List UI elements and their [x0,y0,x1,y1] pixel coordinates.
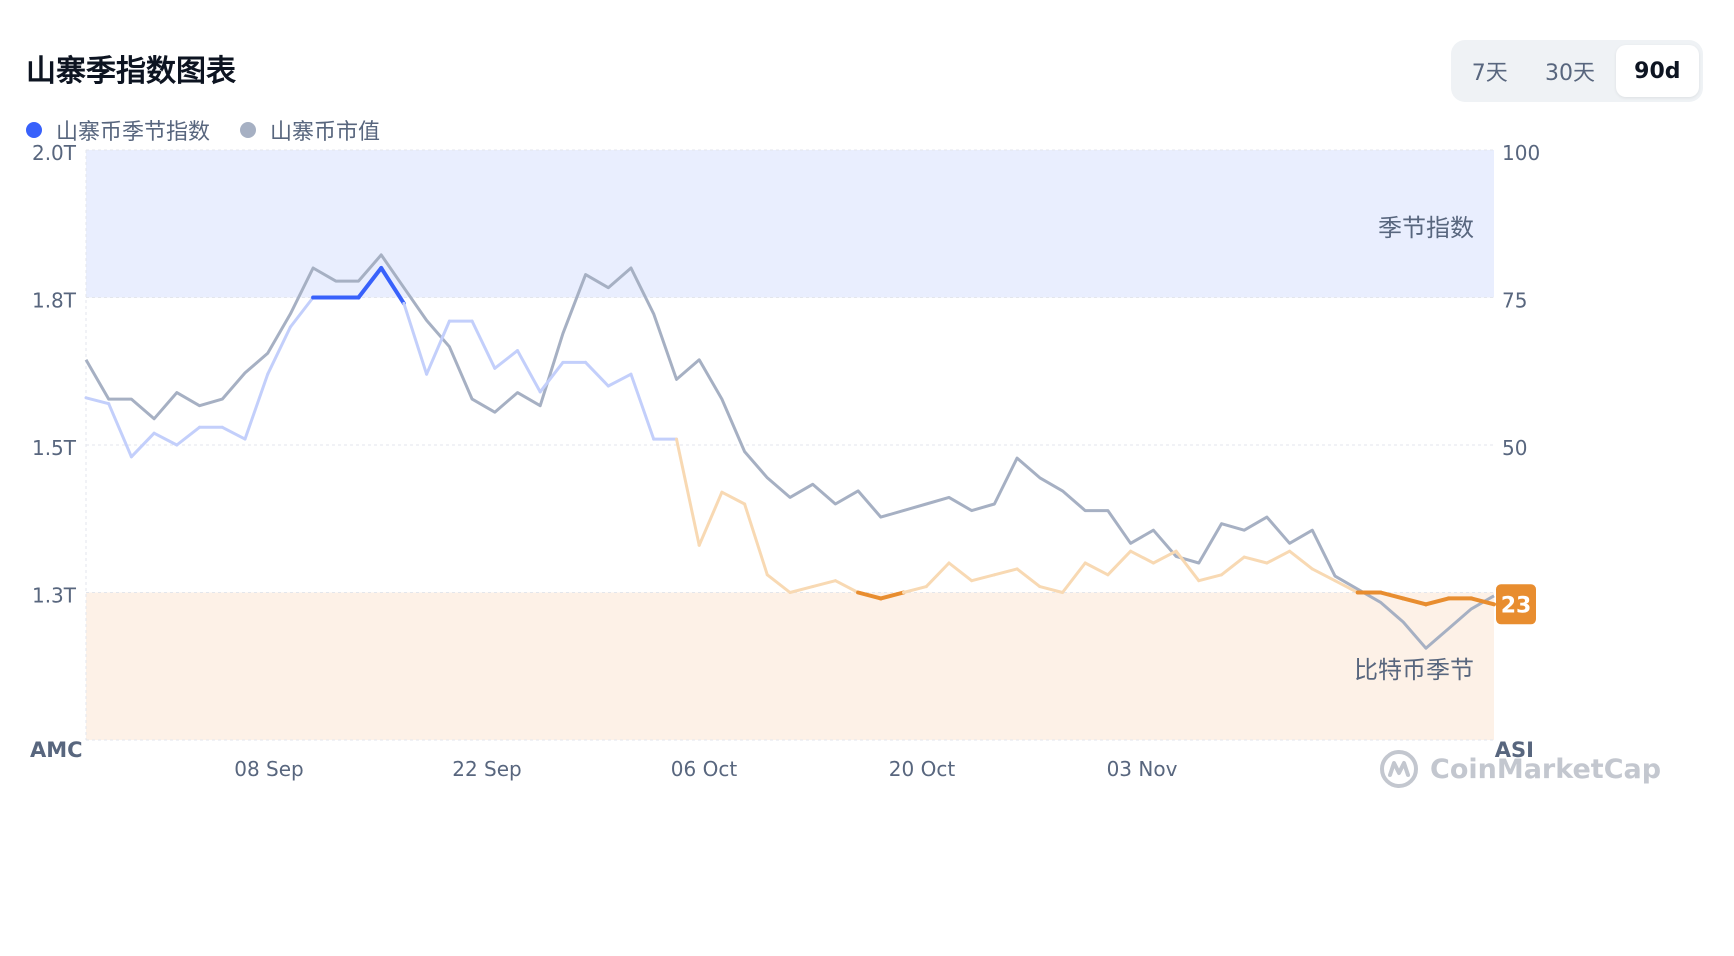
x-axis-tick-label: 08 Sep [234,757,304,781]
right-axis-tick-label: 100 [1502,141,1540,165]
series-segment-asi [947,561,974,583]
series-segment-asi [175,425,201,447]
legend-item-asi[interactable]: 山寨币季节指数 [26,114,210,146]
series-segment-asi [720,490,747,506]
series-segment-asi [1083,561,1110,577]
left-axis-tick-label: 2.0T [32,141,77,165]
series-segment-asi [129,431,156,459]
legend-label-asi: 山寨币季节指数 [56,120,211,145]
series-segment-asi [675,437,701,547]
series-segment-asi [1015,567,1042,589]
series-segment-asi [1288,549,1314,571]
series-segment-asi [1310,567,1337,583]
range-button-90d[interactable]: 90d [1615,45,1699,97]
series-segment-asi [697,490,724,547]
series-segment-asi [152,431,179,447]
series-segment-asi-btcseason [1469,596,1496,607]
series-segment-asi [1061,561,1087,594]
watermark-text: CoinMarketCap [1430,753,1662,785]
series-segment-asi [84,396,111,406]
left-axis-ticks: 2.0T 1.8T 1.5T 1.3T [32,141,77,608]
altcoin-season-band-label: 季节指数 [1378,214,1474,242]
right-axis-ticks: 100 75 50 [1502,141,1540,460]
series-segment-asi [902,585,928,594]
series-segment-asi [970,573,996,583]
series-segment-asi [811,579,837,589]
series-segment-asi [402,301,429,376]
series-segment-asi [1129,549,1155,565]
series-segment-asi [220,425,247,441]
series-segment-asi [1151,549,1178,565]
series-segment-asi [288,296,315,329]
series-segment-asi [629,372,656,441]
range-button-30d[interactable]: 30天 [1545,61,1596,86]
x-axis-tick-label: 06 Oct [671,757,738,781]
series-segment-asi [538,360,565,394]
series-segment-asi [743,502,769,577]
legend: 山寨币季节指数 山寨币市值 [26,114,380,146]
coinmarketcap-logo-icon [1380,750,1418,788]
series-segment-asi [765,573,792,594]
range-button-7d[interactable]: 7天 [1471,61,1508,86]
watermark: CoinMarketCap [1378,748,1661,790]
series-segment-asi [243,372,270,441]
x-axis-ticks: 08 Sep 22 Sep 06 Oct 20 Oct 03 Nov [234,757,1177,781]
series-segment-asi [1333,579,1360,594]
series-segment-asi [833,579,860,594]
series-segment-asi [1220,555,1246,577]
time-range-selector: 7天 30天 90d [1451,40,1703,102]
series-segment-asi [470,319,497,370]
current-value-badge: 23 [1496,584,1536,625]
series-segment-asi [1174,549,1201,583]
page-title: 山寨季指数图表 [26,54,236,89]
series-segment-asi [516,349,542,394]
series-segment-asi-altseason [379,266,406,306]
left-axis-label: AMC [30,738,83,762]
bitcoin-season-band [86,592,1494,740]
series-segment-asi [1242,555,1269,565]
series-segment-asi [1197,573,1223,583]
series-segment-asi [584,360,610,388]
legend-label-amc: 山寨币市值 [270,120,381,145]
series-lines [84,253,1496,650]
series-segment-asi-btcseason [878,590,906,601]
x-axis-tick-label: 22 Sep [452,757,522,781]
x-axis-tick-label: 03 Nov [1107,757,1178,781]
current-value-text: 23 [1501,593,1532,618]
series-segment-asi [788,585,815,594]
series-segment-asi-btcseason [856,590,883,601]
legend-item-amc[interactable]: 山寨币市值 [240,114,380,146]
current-value-badge-bg [1496,584,1536,625]
right-axis-tick-label: 50 [1502,436,1527,460]
series-segment-asi [924,561,951,589]
series-line-amc [84,253,1495,650]
series-segment-asi [107,402,133,459]
series-segment-asi [1038,585,1064,594]
legend-dot-amc [240,122,257,138]
legend-dot-asi [26,122,42,138]
left-axis-tick-label: 1.3T [32,584,77,608]
series-segment-asi [425,319,451,376]
series-segment-asi-btcseason [1423,596,1451,607]
left-axis-tick-label: 1.8T [32,289,77,313]
x-axis-tick-label: 20 Oct [889,757,956,781]
series-segment-asi [266,325,292,376]
series-segment-asi [493,349,519,370]
left-axis-tick-label: 1.5T [32,436,77,460]
right-axis-tick-label: 75 [1502,289,1527,313]
series-segment-asi-btcseason [1378,590,1406,601]
bitcoin-season-band-label: 比特币季节 [1354,656,1474,684]
series-segment-asi-altseason [356,266,384,300]
series-segment-asi [1106,549,1133,577]
altcoin-season-band [86,150,1494,298]
series-segment-asi [1265,549,1292,565]
series-segment-asi [992,567,1019,577]
series-segment-asi-btcseason [1401,596,1428,607]
series-segment-asi [606,372,633,388]
right-axis-label: ASI [1495,738,1534,762]
